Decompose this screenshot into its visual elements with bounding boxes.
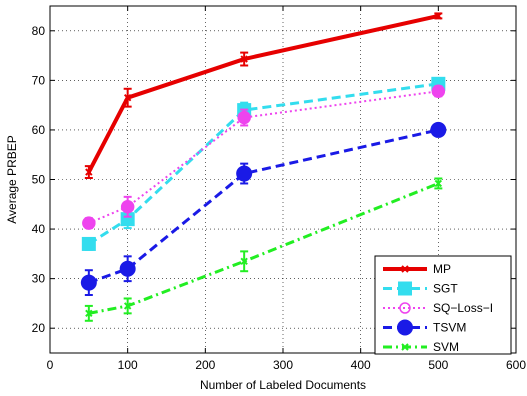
x-tick-label: 100 xyxy=(118,358,138,372)
series-line xyxy=(88,90,439,225)
data-point xyxy=(434,179,443,188)
legend-marker xyxy=(401,343,409,351)
y-tick-label: 60 xyxy=(32,123,46,137)
data-point xyxy=(434,12,443,20)
y-tick-label: 80 xyxy=(32,24,46,38)
data-point xyxy=(120,212,135,227)
legend: MP SGT SQ−Loss−I TSVM SVM xyxy=(374,255,512,355)
legend-marker xyxy=(397,319,413,336)
y-tick-label: 40 xyxy=(32,222,46,236)
data-point xyxy=(240,55,248,63)
series-line xyxy=(88,128,439,285)
series-sgt xyxy=(81,76,446,251)
data-point xyxy=(431,84,446,99)
data-point xyxy=(237,110,251,125)
series-line xyxy=(88,82,439,246)
axis-ticks: 0 100 200 300 400 500 600 20 30 40 50 60 70 80 xyxy=(32,6,526,372)
x-tick-label: 0 xyxy=(47,358,54,372)
data-point xyxy=(81,236,96,251)
legend-marker xyxy=(401,265,409,273)
series-tsvm xyxy=(80,121,447,297)
legend-label: SQ−Loss−I xyxy=(433,301,493,315)
x-tick-label: 200 xyxy=(195,358,215,372)
data-point xyxy=(80,274,97,291)
y-axis-label: Average PRBEP xyxy=(5,135,19,224)
x-tick-label: 600 xyxy=(506,358,526,372)
data-point xyxy=(85,168,93,176)
series-svm xyxy=(84,177,443,322)
x-axis-label: Number of Labeled Documents xyxy=(200,378,366,392)
legend-label: SGT xyxy=(433,282,458,296)
legend-box xyxy=(374,255,512,355)
data-point xyxy=(430,121,447,138)
data-point xyxy=(85,309,93,318)
legend-marker xyxy=(399,302,411,314)
data-point xyxy=(82,216,96,230)
x-tick-label: 500 xyxy=(428,358,448,372)
y-tick-label: 20 xyxy=(32,321,46,335)
y-tick-label: 50 xyxy=(32,173,46,187)
x-tick-label: 300 xyxy=(273,358,293,372)
series-line xyxy=(88,182,439,315)
legend-label: SVM xyxy=(433,340,459,354)
data-point xyxy=(236,165,253,182)
series-line xyxy=(87,13,439,173)
data-point xyxy=(123,93,132,102)
x-tick-label: 400 xyxy=(351,358,371,372)
data-point xyxy=(123,302,132,310)
legend-marker xyxy=(398,281,412,296)
data-point xyxy=(240,257,248,266)
data-point xyxy=(119,260,136,277)
legend-label: TSVM xyxy=(433,321,466,335)
series-mp xyxy=(84,12,443,180)
data-point xyxy=(120,200,135,214)
legend-label: MP xyxy=(433,262,451,276)
y-tick-label: 30 xyxy=(32,272,46,286)
y-tick-label: 70 xyxy=(32,73,46,87)
series-sq-loss-i xyxy=(82,84,446,230)
series-layer xyxy=(80,12,447,322)
